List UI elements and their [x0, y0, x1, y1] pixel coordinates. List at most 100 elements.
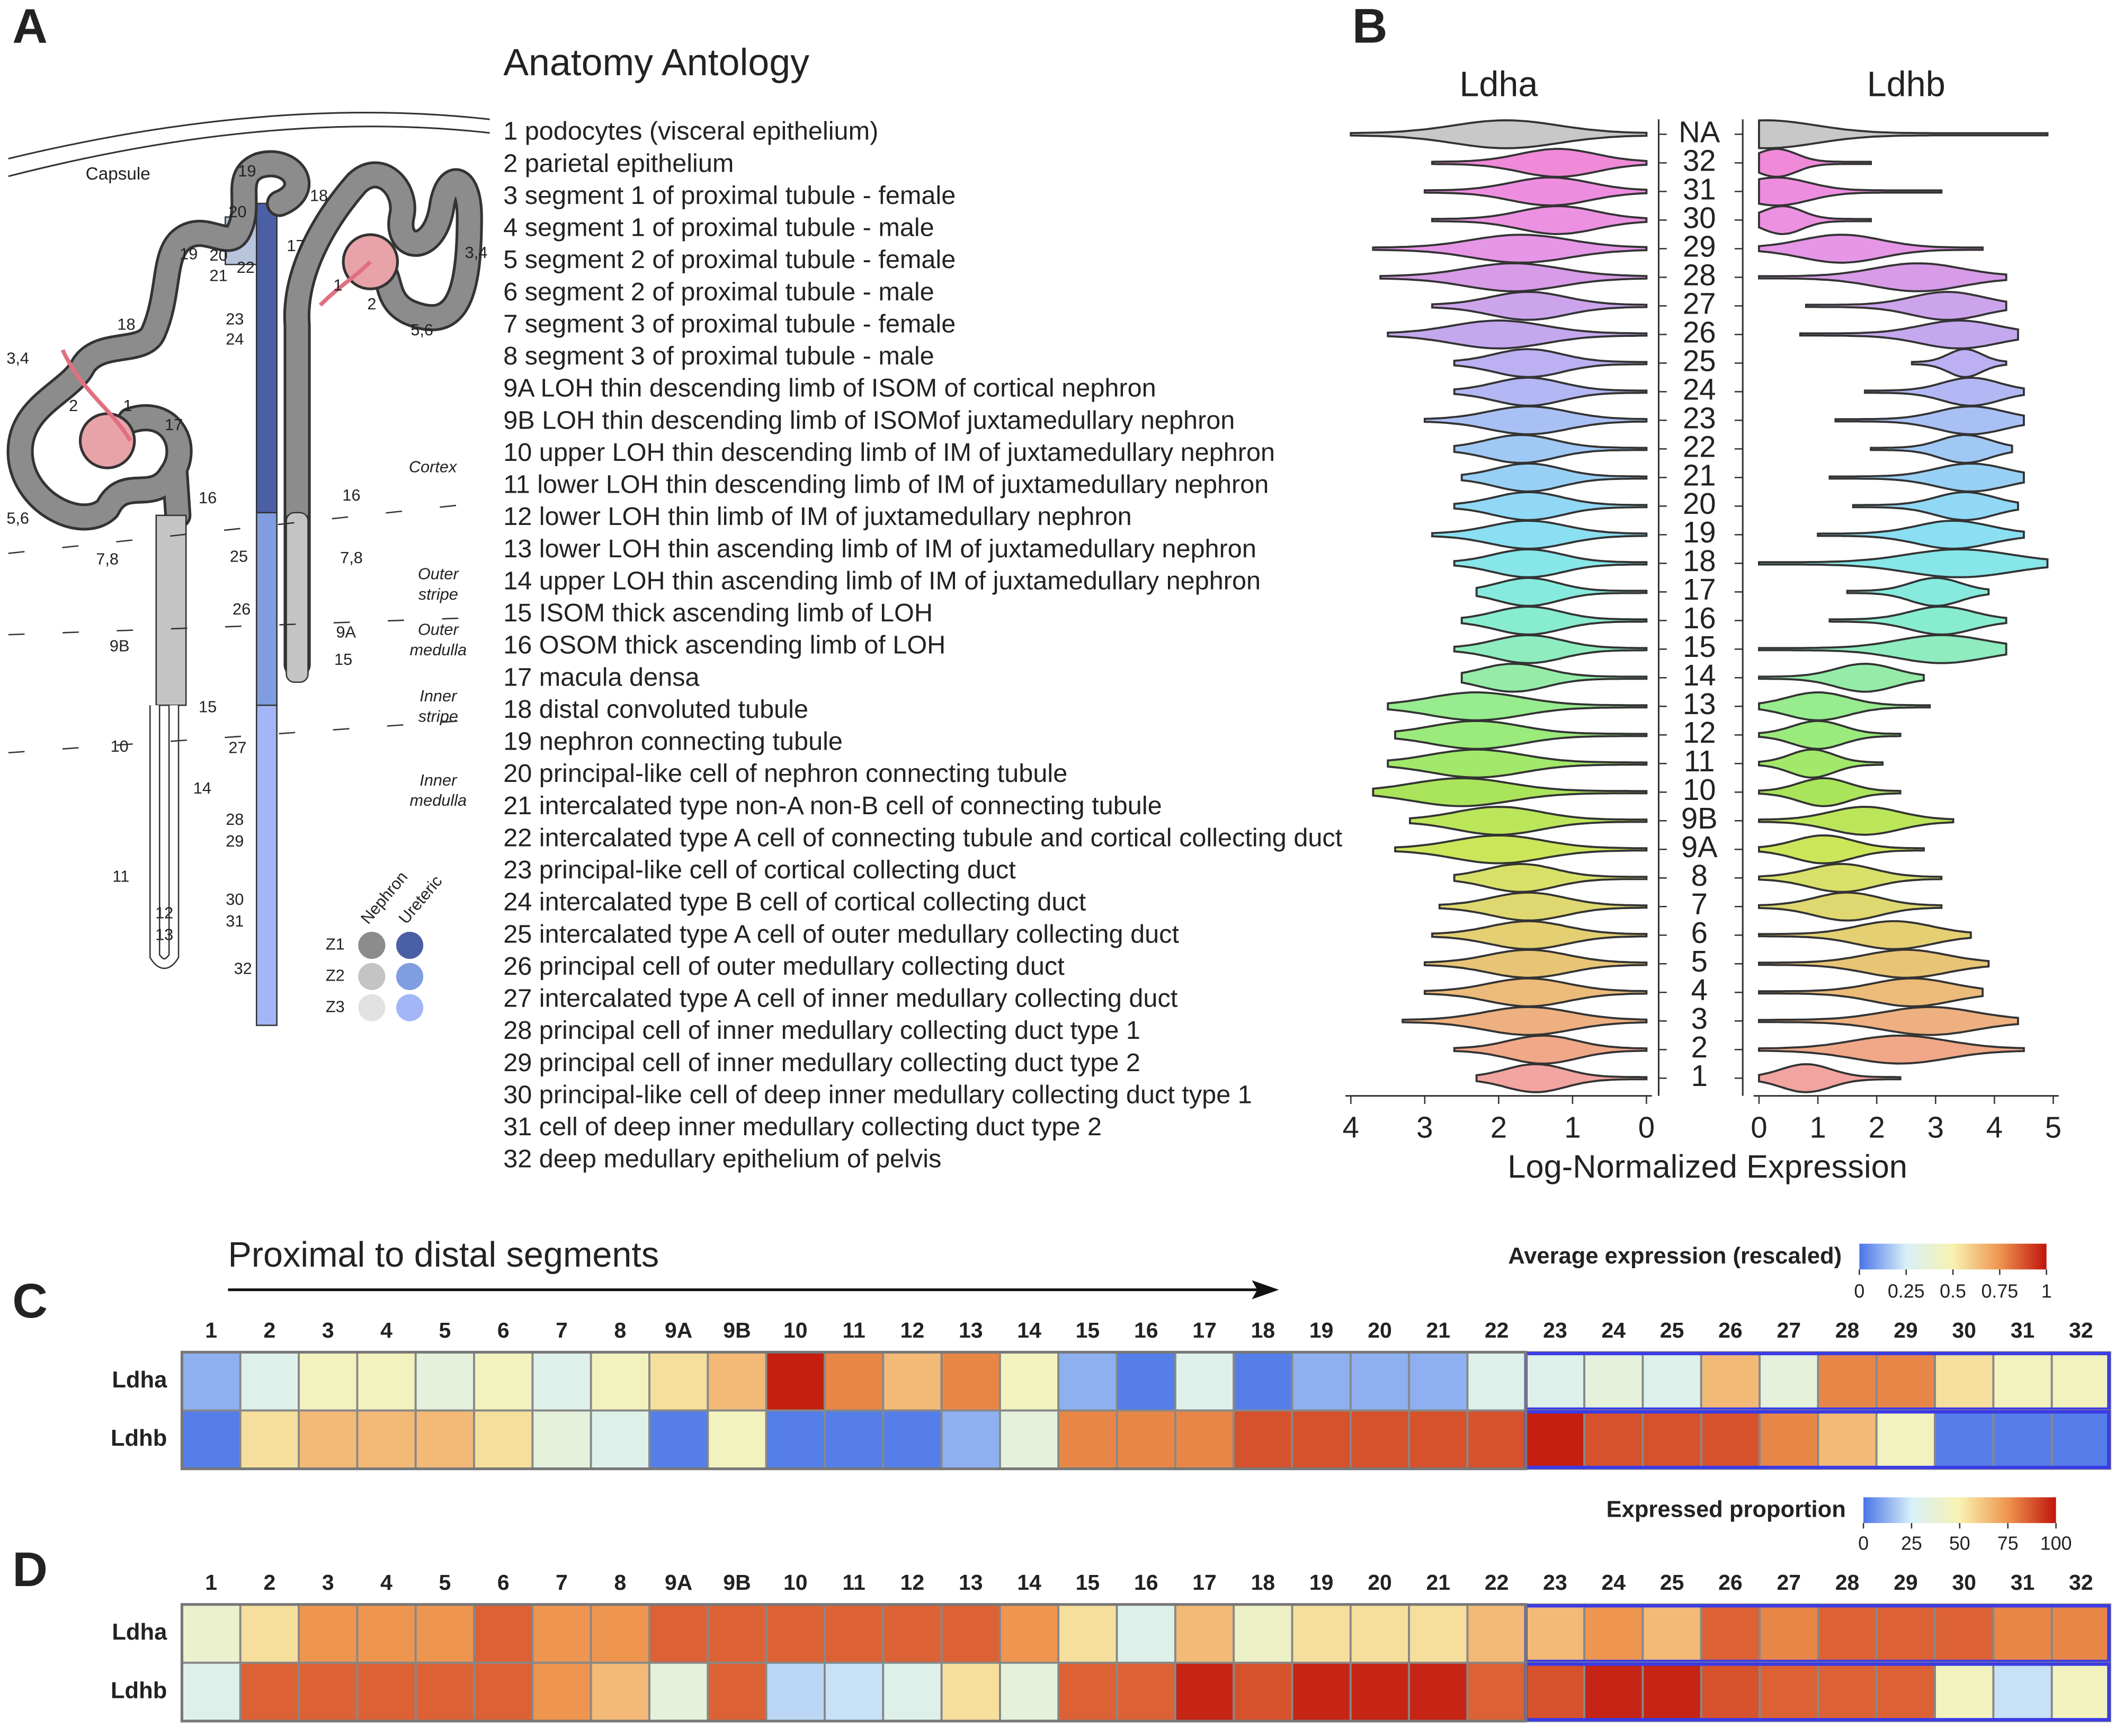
row-label: 31 [1683, 172, 1716, 206]
row-label: Ldha [112, 1619, 167, 1645]
heat-cell [590, 1661, 650, 1722]
heat-cell [999, 1351, 1060, 1412]
legend-swatch [358, 994, 386, 1021]
column-label: 32 [2069, 1318, 2093, 1342]
column-label: 12 [900, 1318, 925, 1342]
nephron-label: 13 [155, 925, 173, 944]
violin [1453, 634, 1648, 664]
row-label: Ldhb [111, 1678, 167, 1703]
column-label: 19 [1309, 1570, 1334, 1595]
heat-cell [1641, 1351, 1702, 1412]
colorbar-title: Average expression (rescaled) [1508, 1243, 1842, 1269]
column-label: 2 [264, 1318, 276, 1342]
colorbar-tick-label: 0.25 [1888, 1280, 1925, 1302]
row-label: 20 [1683, 487, 1716, 520]
anatomy-item: 30 principal-like cell of deep inner med… [503, 1080, 1252, 1109]
heat-cell [1174, 1661, 1235, 1722]
heat-cell [1291, 1603, 1352, 1664]
nephron-label: 16 [199, 488, 217, 507]
heat-cell [1524, 1661, 1586, 1722]
nephron-label: 17 [165, 415, 183, 434]
row-label: 29 [1683, 229, 1716, 263]
colorbar-tick-label: 0 [1854, 1280, 1864, 1302]
legend-zone: Z3 [326, 997, 345, 1016]
heat-cell [1992, 1603, 2053, 1664]
column-label: 31 [2011, 1570, 2035, 1595]
x-tick-label: 1 [1564, 1110, 1581, 1144]
heat-cell [1349, 1409, 1411, 1470]
column-label: 17 [1192, 1318, 1217, 1342]
violin [1409, 806, 1648, 836]
heat-cell [181, 1603, 242, 1664]
violin [1431, 520, 1648, 550]
annotation: Proximal to distal segments [228, 1235, 659, 1275]
column-label: 15 [1076, 1318, 1100, 1342]
legend-swatch [358, 963, 386, 990]
anatomy-title: Anatomy Antology [503, 41, 809, 84]
heat-cell [414, 1409, 475, 1470]
column-label: 9B [723, 1570, 751, 1595]
panel-label: C [12, 1274, 48, 1328]
nephron-label: 21 [209, 266, 227, 284]
nephron-label: 22 [237, 258, 255, 277]
violin [1431, 920, 1648, 950]
anatomy-item: 21 intercalated type non-A non-B cell of… [503, 791, 1162, 820]
violin [1758, 1005, 2019, 1036]
violin [1372, 777, 1648, 807]
column-label: 19 [1309, 1318, 1334, 1342]
heat-cell [1233, 1661, 1293, 1722]
x-tick-label: 4 [1343, 1110, 1359, 1144]
heat-cell [531, 1661, 592, 1722]
violin [1758, 948, 1990, 979]
heat-cell [999, 1603, 1060, 1664]
heat-cell [648, 1409, 709, 1470]
heat-cell [1466, 1661, 1527, 1722]
violin [1758, 548, 2049, 578]
violin [1387, 749, 1648, 779]
heat-cell [1115, 1351, 1176, 1412]
heat-cell [531, 1409, 592, 1470]
heat-cell [707, 1603, 768, 1664]
row-label: NA [1679, 115, 1720, 148]
row-label: 30 [1683, 201, 1716, 234]
heat-cell [648, 1603, 709, 1664]
heat-cell [181, 1409, 242, 1470]
row-label: 32 [1683, 144, 1716, 177]
heat-cell [1583, 1661, 1644, 1722]
heat-cell [298, 1603, 359, 1664]
column-label: 21 [1426, 1570, 1451, 1595]
row-label: 23 [1683, 401, 1716, 434]
column-label: 32 [2069, 1570, 2093, 1595]
column-label: 1 [205, 1570, 217, 1595]
column-label: 4 [380, 1318, 392, 1342]
column-label: 3 [322, 1318, 334, 1342]
heat-cell [590, 1351, 650, 1412]
legend-zone: Z2 [326, 966, 345, 984]
heat-cell [1057, 1603, 1118, 1664]
legend-zone: Z1 [326, 935, 345, 954]
heat-cell [1057, 1409, 1118, 1470]
heat-cell [1291, 1351, 1352, 1412]
heat-cell [1291, 1409, 1352, 1470]
row-label: 18 [1683, 544, 1716, 577]
heat-cell [765, 1661, 826, 1722]
row-label: 13 [1683, 687, 1716, 720]
nephron-label: 5,6 [6, 509, 29, 528]
row-label: 5 [1691, 945, 1708, 978]
colorbar [1859, 1243, 2047, 1270]
heat-cell [356, 1351, 417, 1412]
zone-label: Outer [418, 565, 460, 583]
column-label: 5 [439, 1318, 451, 1342]
heat-cell [414, 1351, 475, 1412]
heat-cell [1057, 1351, 1118, 1412]
column-label: 18 [1251, 1570, 1275, 1595]
row-label: 6 [1691, 916, 1708, 949]
heat-cell [181, 1661, 242, 1722]
heat-cell [414, 1603, 475, 1664]
column-label: 11 [842, 1318, 865, 1342]
heat-cell [1759, 1603, 1819, 1664]
x-tick-label: 2 [1868, 1110, 1885, 1144]
nephron-label: 3,4 [6, 349, 29, 368]
violin [1828, 605, 2007, 636]
heat-cell [707, 1661, 768, 1722]
